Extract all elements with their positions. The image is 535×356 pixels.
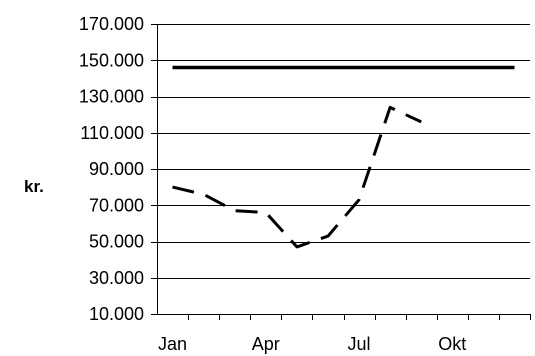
- x-tick-label: Okt: [438, 334, 466, 354]
- y-tick-label: 90.000: [89, 159, 144, 179]
- y-tick-label: 10.000: [89, 304, 144, 324]
- y-tick-label: 130.000: [79, 87, 144, 107]
- axes: [151, 24, 531, 320]
- y-tick-label: 150.000: [79, 50, 144, 70]
- y-tick-label: 30.000: [89, 268, 144, 288]
- y-axis-label: kr.: [24, 177, 44, 196]
- gridlines: [157, 24, 530, 279]
- y-tick-label: 110.000: [80, 123, 144, 143]
- y-tick-label: 170.000: [79, 14, 144, 34]
- y-tick-label: 50.000: [89, 232, 144, 252]
- x-tick-label: Jan: [158, 334, 187, 354]
- series-lines: [172, 65, 515, 249]
- dashed-series-line: [172, 105, 422, 249]
- tick-labels: 170.000 150.000 130.000 110.000 90.000 70.000…: [79, 14, 466, 354]
- x-tick-label: Jul: [348, 334, 371, 354]
- x-tick-label: Apr: [252, 334, 280, 354]
- y-tick-label: 70.000: [89, 195, 144, 215]
